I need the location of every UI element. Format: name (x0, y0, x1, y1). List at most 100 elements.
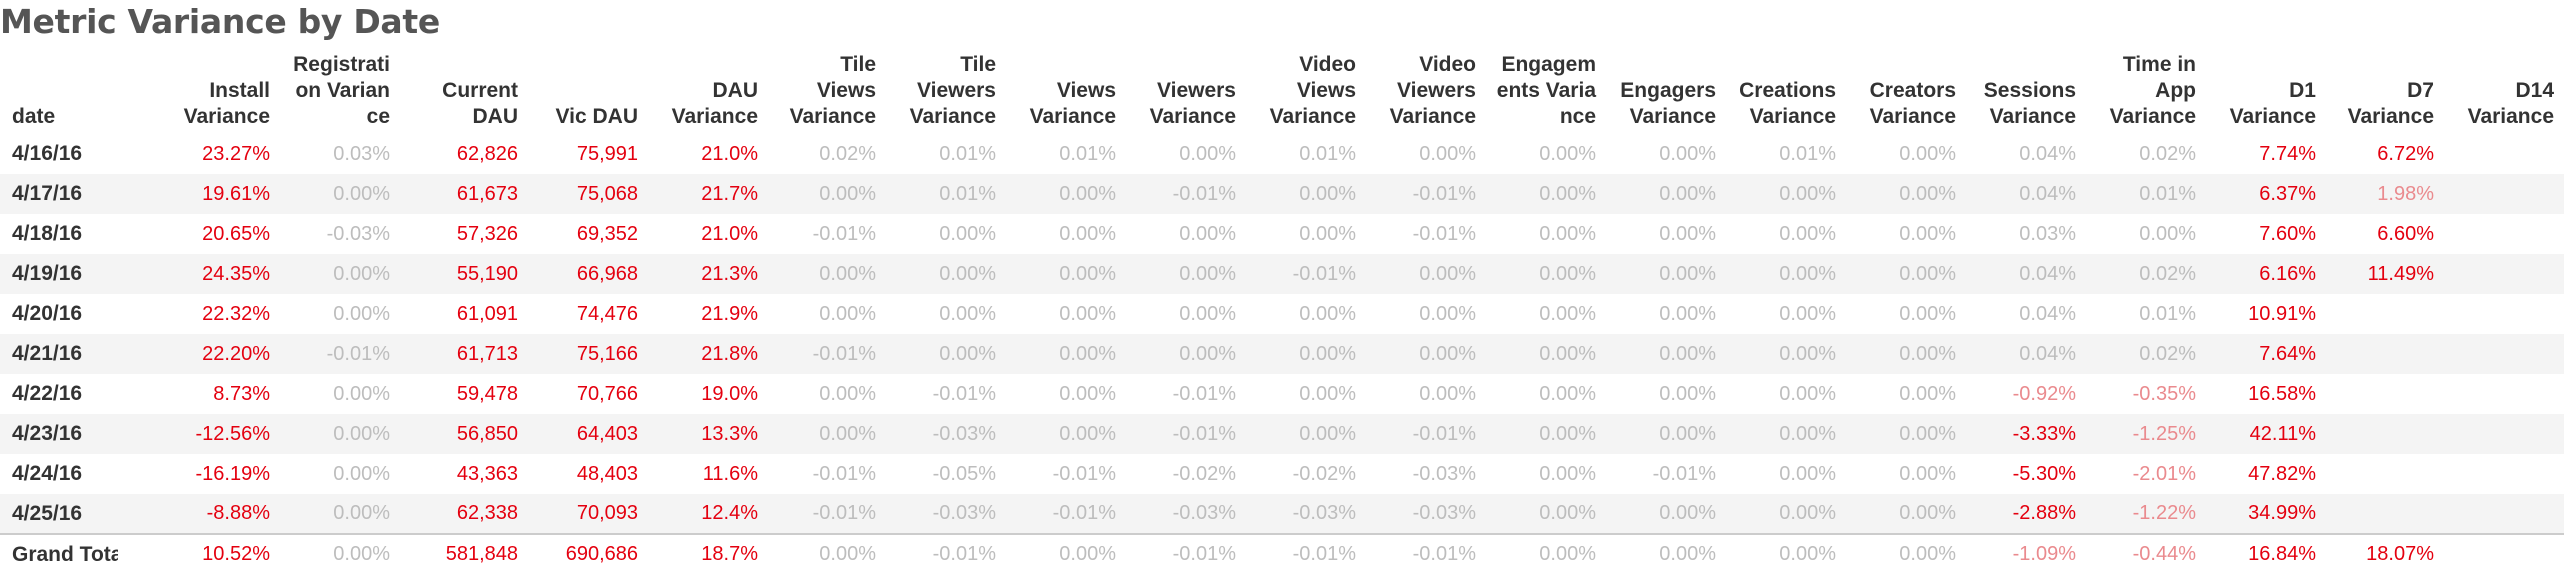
table-cell (2326, 454, 2444, 494)
table-cell: 0.00% (1299, 382, 1356, 405)
table-cell: 0.00% (1539, 262, 1596, 285)
table-cell: 0.00% (1659, 262, 1716, 285)
column-header[interactable]: Vic DAU (555, 105, 638, 128)
table-cell: 0.00% (1059, 302, 1116, 325)
column-header[interactable]: Engagem ents Varia nce (1496, 53, 1596, 128)
row-label: 4/17/16 (12, 182, 83, 205)
table-cell: 0.04% (2019, 302, 2076, 325)
table-cell: 0.02% (2139, 262, 2196, 285)
row-label: 4/20/16 (12, 302, 83, 325)
table-cell: 10.52% (118, 533, 280, 574)
table-cell: 581,848 (400, 533, 528, 574)
column-header[interactable]: D1 Variance (2229, 79, 2316, 128)
table-cell: 0.00% (1299, 422, 1356, 445)
table-cell: -0.01% (1052, 502, 1116, 524)
column-header[interactable]: Time in App Variance (2109, 53, 2196, 128)
table-row: 4/16/16 23.27% 0.03% 62,826 75,991 21.0% 0.02%… (0, 134, 2564, 174)
table-cell: 0.00% (1059, 422, 1116, 445)
table-cell: 10.91% (2248, 302, 2316, 325)
table-cell: -0.03% (326, 222, 390, 245)
column-header[interactable]: Creators Variance (1869, 79, 1956, 128)
table-cell: 22.20% (202, 342, 270, 365)
table-cell: 0.00% (1419, 302, 1476, 325)
column-header[interactable]: Creations Variance (1739, 79, 1836, 128)
table-cell: 21.3% (701, 262, 758, 285)
row-label: 4/22/16 (12, 382, 83, 405)
table-cell: 0.00% (1899, 222, 1956, 245)
table-cell: 69,352 (576, 222, 638, 245)
table-cell: 20.65% (202, 222, 270, 245)
column-header[interactable]: Sessions Variance (1983, 79, 2076, 128)
table-cell: 56,850 (456, 422, 518, 445)
table-cell: 6.72% (2377, 142, 2434, 165)
table-row: 4/20/16 22.32% 0.00% 61,091 74,476 21.9% 0.00%… (0, 294, 2564, 334)
header-row: date Install Variance Registrati on Varian ce… (0, 50, 2564, 134)
table-cell: -0.01% (812, 502, 876, 524)
table-row: 4/22/16 8.73% 0.00% 59,478 70,766 19.0% 0.00% -… (0, 374, 2564, 414)
table-cell: -3.33% (2012, 422, 2076, 445)
table-cell: 7.60% (2259, 222, 2316, 245)
table-cell: 75,991 (576, 142, 638, 165)
table-cell: 70,093 (576, 502, 638, 524)
table-cell: 0.00% (1299, 342, 1356, 365)
table-cell: 0.04% (2019, 182, 2076, 205)
table-cell: 59,478 (456, 382, 518, 405)
column-header[interactable]: Views Variance (1029, 79, 1116, 128)
table-cell (2444, 494, 2564, 534)
table-cell: 0.00% (1179, 342, 1236, 365)
table-cell: 0.00% (1179, 262, 1236, 285)
table-cell: 0.00% (1779, 382, 1836, 405)
column-header[interactable]: Tile Viewers Variance (909, 53, 996, 128)
table-cell: -0.01% (886, 533, 1006, 574)
table-cell: 34.99% (2248, 502, 2316, 524)
table-cell: 21.7% (701, 182, 758, 205)
table-cell: 42.11% (2249, 422, 2316, 445)
table-cell: 0.00% (1539, 342, 1596, 365)
table-cell: 57,326 (456, 222, 518, 245)
table-cell: -0.01% (1366, 533, 1486, 574)
table-cell: -0.01% (1172, 422, 1236, 445)
column-header[interactable]: Engagers Variance (1620, 79, 1716, 128)
column-header[interactable]: DAU Variance (671, 79, 758, 128)
column-header[interactable]: Viewers Variance (1149, 79, 1236, 128)
table-cell: -0.01% (812, 462, 876, 485)
table-cell: 0.00% (1006, 533, 1126, 574)
table-body: 4/16/16 23.27% 0.03% 62,826 75,991 21.0% 0.02%… (0, 134, 2564, 574)
column-header[interactable]: Install Variance (183, 79, 270, 128)
table-cell: 0.01% (2139, 302, 2196, 325)
table-cell: 0.00% (1539, 382, 1596, 405)
table-cell: 0.00% (1779, 422, 1836, 445)
table-row: 4/24/16 -16.19% 0.00% 43,363 48,403 11.6% -0.0… (0, 454, 2564, 494)
table-cell: 0.00% (1899, 382, 1956, 405)
column-header[interactable]: date (12, 105, 56, 128)
row-label: 4/16/16 (12, 142, 83, 165)
table-cell: -5.30% (2012, 462, 2076, 485)
table-cell: 0.00% (1539, 422, 1596, 445)
table-cell (2444, 294, 2564, 334)
table-cell: 0.00% (1659, 502, 1716, 524)
table-cell: 6.60% (2377, 222, 2434, 245)
table-cell: 0.02% (2139, 342, 2196, 365)
table-cell: 0.00% (1779, 462, 1836, 485)
table-cell: -1.25% (2132, 422, 2196, 445)
column-header[interactable]: D14 Variance (2467, 79, 2554, 128)
column-header[interactable]: Tile Views Variance (789, 53, 876, 128)
table-cell: 0.00% (1726, 533, 1846, 574)
table-cell: 0.00% (333, 262, 390, 285)
table-cell: 0.00% (333, 462, 390, 485)
table-cell: 0.00% (939, 302, 996, 325)
table-cell: 43,363 (456, 462, 518, 485)
column-header[interactable]: Video Views Variance (1269, 53, 1356, 128)
table-cell: 0.00% (1299, 222, 1356, 245)
column-header[interactable]: Current DAU (442, 79, 518, 128)
table-cell: 0.03% (333, 142, 390, 165)
column-header[interactable]: Registrati on Varian ce (293, 53, 390, 128)
table-cell: 0.00% (1779, 342, 1836, 365)
row-label: 4/21/16 (12, 342, 83, 365)
table-cell: -0.05% (932, 462, 996, 485)
column-header[interactable]: D7 Variance (2347, 79, 2434, 128)
table-cell: 24.35% (202, 262, 270, 285)
table-cell: -0.01% (1292, 262, 1356, 285)
column-header[interactable]: Video Viewers Variance (1389, 53, 1476, 128)
table-cell (2444, 254, 2564, 294)
